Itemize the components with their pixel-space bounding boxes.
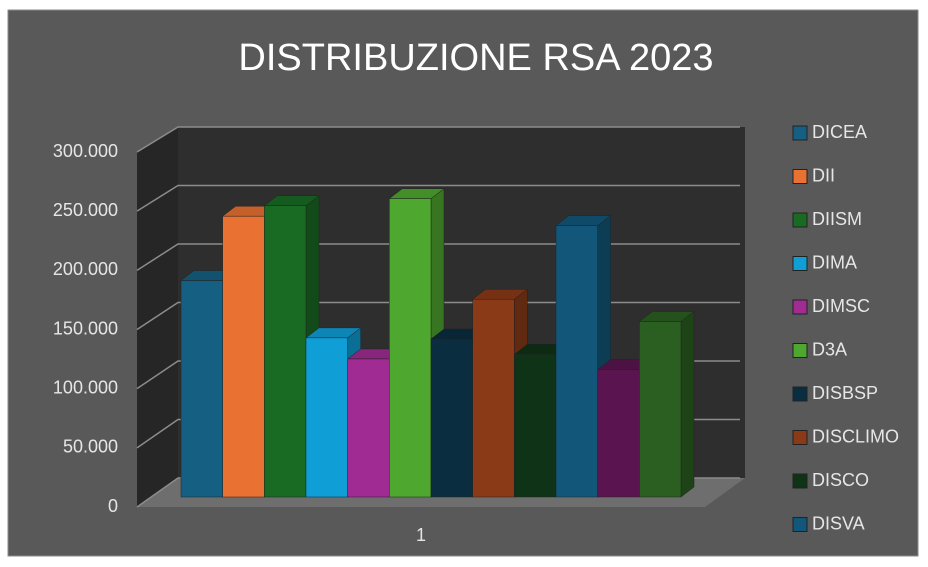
bar-front: [639, 321, 682, 498]
bar-front: [347, 358, 390, 498]
legend-swatch: [792, 125, 808, 141]
legend-swatch: [792, 169, 808, 184]
y-tick-label: 50.000: [63, 437, 118, 457]
bar-front: [264, 205, 307, 498]
legend-swatch: [792, 473, 808, 489]
bar-front: [430, 338, 473, 498]
y-tick-label: 200.000: [53, 259, 118, 279]
x-tick-label: 1: [416, 525, 426, 545]
legend-swatch: [792, 430, 808, 445]
bar-front: [555, 225, 598, 498]
y-tick-label: 0: [108, 496, 118, 516]
chart-title: DISTRIBUZIONE RSA 2023: [238, 37, 713, 79]
side-wall: [137, 127, 178, 507]
y-tick-label: 250.000: [53, 200, 118, 220]
y-tick-label: 150.000: [53, 318, 118, 338]
legend-label: DISVA: [812, 513, 865, 533]
bar: [638, 310, 695, 498]
y-tick-label: 300.000: [53, 141, 118, 161]
grid-line: [136, 126, 740, 153]
legend-label: DICEA: [812, 122, 867, 142]
bar-front: [180, 280, 223, 498]
bar-front: [597, 369, 640, 498]
legend-label: DIMSC: [812, 296, 870, 316]
grid-line: [136, 301, 740, 331]
legend-label: DIMA: [812, 252, 857, 272]
y-tick-label: 100.000: [53, 377, 118, 397]
legend-label: DISBSP: [812, 383, 878, 403]
legend-label: D3A: [812, 339, 847, 359]
bar: [263, 195, 320, 498]
bar-front: [472, 299, 515, 498]
bar-side: [680, 310, 695, 498]
grid-line: [136, 243, 740, 271]
bar-front: [305, 337, 348, 498]
legend-label: DII: [812, 165, 835, 185]
legend-swatch: [792, 299, 808, 315]
grid-line: [136, 184, 740, 212]
legend-swatch: [792, 212, 808, 228]
bar-front: [222, 215, 265, 498]
legend-label: DISCO: [812, 470, 869, 490]
legend-swatch: [792, 256, 808, 271]
legend-swatch: [792, 343, 808, 358]
legend-label: DIISM: [812, 209, 862, 229]
legend-swatch: [792, 517, 808, 532]
bar-front: [514, 354, 557, 498]
bar-front: [389, 198, 432, 498]
legend-swatch: [792, 386, 808, 402]
legend-label: DISCLIMO: [812, 426, 899, 446]
